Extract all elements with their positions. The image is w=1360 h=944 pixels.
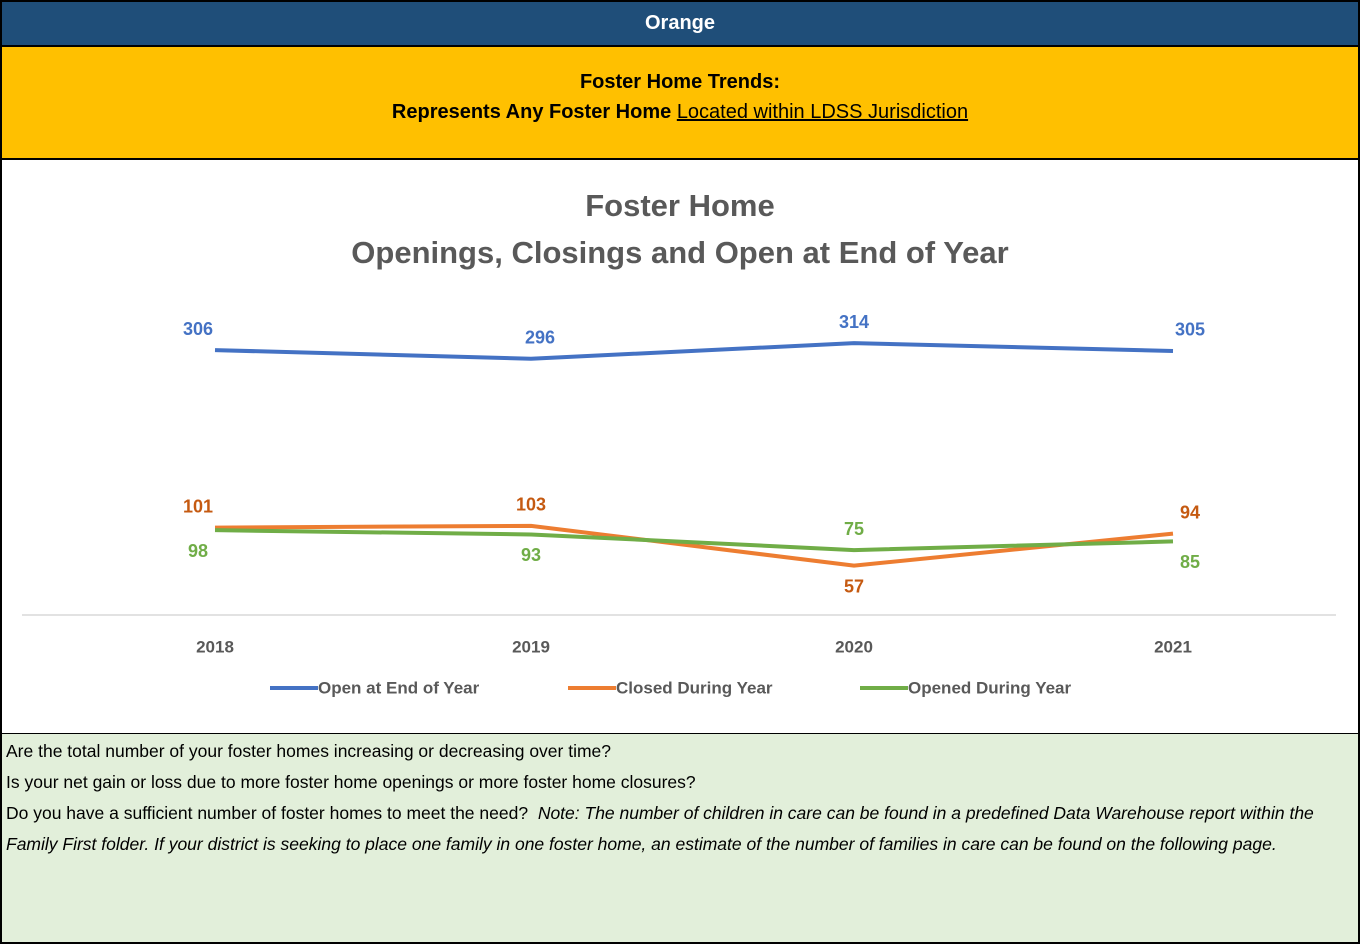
county-header: Orange	[2, 2, 1358, 47]
band-subtitle: Represents Any Foster Home Located withi…	[2, 97, 1358, 127]
title-band: Foster Home Trends: Represents Any Foste…	[2, 47, 1358, 160]
note: Note: The number of children in care can…	[6, 803, 1314, 854]
data-label: 306	[183, 319, 213, 339]
legend-label: Open at End of Year	[318, 678, 480, 697]
chart-title: Foster Home	[585, 188, 774, 223]
series-line	[214, 523, 1174, 568]
question: Do you have a sufficient number of foste…	[6, 798, 1354, 860]
subtitle-underlined: Located within LDSS Jurisdiction	[676, 101, 969, 123]
question: Are the total number of your foster home…	[6, 741, 612, 761]
data-label: 101	[183, 496, 213, 516]
question-text: Do you have a sufficient number of foste…	[6, 803, 529, 823]
x-tick-label: 2021	[1154, 637, 1192, 656]
chart-title: Openings, Closings and Open at End of Ye…	[351, 235, 1008, 270]
chart: Foster Home Openings, Closings and Open a…	[22, 188, 1336, 697]
subtitle-bold: Represents Any Foster Home	[391, 101, 672, 123]
x-tick-label: 2019	[512, 637, 550, 656]
data-label: 57	[844, 576, 864, 596]
legend-label: Opened During Year	[908, 678, 1072, 697]
notes: Are the total number of your foster home…	[2, 733, 1358, 942]
data-label: 296	[525, 327, 555, 347]
data-label: 314	[839, 312, 869, 332]
data-label: 305	[1175, 320, 1205, 340]
question: Is your net gain or loss due to more fos…	[6, 772, 696, 792]
band-title: Foster Home Trends:	[579, 71, 781, 93]
series-line	[214, 528, 1174, 553]
x-tick-label: 2018	[196, 637, 234, 656]
data-label: 103	[516, 495, 546, 515]
data-label: 75	[844, 519, 864, 539]
data-label: 85	[1180, 552, 1200, 572]
x-tick-label: 2020	[835, 637, 873, 656]
data-label: 93	[521, 545, 541, 565]
legend-label: Closed During Year	[616, 678, 773, 697]
data-label: 94	[1180, 502, 1200, 522]
data-label: 98	[188, 541, 208, 561]
series-line	[214, 341, 1174, 361]
